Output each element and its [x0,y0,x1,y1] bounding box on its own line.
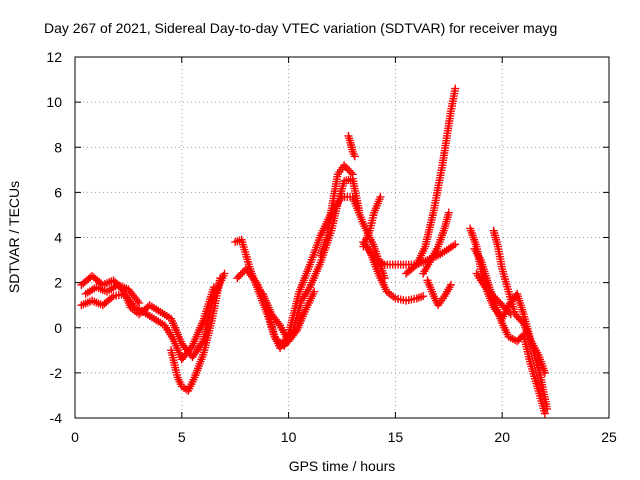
data-points [77,84,552,418]
x-tick-labels: 0 5 10 15 20 25 [71,429,617,445]
data-point [512,312,521,321]
y-tick-label: 0 [54,320,62,336]
data-point [489,292,498,301]
y-tick-label: 12 [46,49,62,65]
y-tick-label: 2 [54,275,62,291]
series-t9 [344,131,359,161]
data-point [516,315,525,324]
data-point [107,293,116,302]
data-point [109,276,118,285]
x-tick-label: 5 [178,429,186,445]
data-point [487,290,496,299]
y-tick-label: -4 [50,410,63,426]
data-point [291,327,300,336]
data-point [343,164,352,173]
data-point [481,283,490,292]
series-t18 [489,226,549,377]
data-point [251,276,260,285]
data-point [446,280,455,289]
axis-ticks [74,56,610,419]
series-t8 [316,161,357,260]
series-t4 [167,274,225,395]
series-t14 [419,208,453,278]
data-point [501,304,510,313]
y-axis-label: SDTVAR / TECUs [6,181,22,293]
series-t13 [402,84,460,278]
data-point [503,306,512,315]
data-point [350,152,359,161]
series-t7 [258,287,319,346]
data-point [498,301,507,310]
data-point [346,168,355,177]
data-point [186,343,195,352]
data-point [345,166,354,175]
chart-title: Day 267 of 2021, Sidereal Day-to-day VTE… [44,20,557,36]
data-point [494,297,503,306]
data-point [310,287,319,296]
data-point [514,313,523,322]
y-tick-label: 10 [46,94,62,110]
y-tick-label: -2 [50,365,63,381]
data-point [444,208,453,217]
y-tick-label: 6 [54,184,62,200]
data-point [340,161,349,170]
y-tick-label: 8 [54,139,62,155]
data-point [484,286,493,295]
data-point [419,292,428,301]
grid-lines [75,57,609,418]
data-point [493,295,502,304]
data-point [451,240,460,249]
series-t19 [472,269,515,319]
data-point [517,317,526,326]
x-tick-label: 25 [601,429,617,445]
data-point [540,409,549,418]
data-point [233,274,242,283]
x-tick-label: 15 [388,429,404,445]
data-point [376,192,385,201]
data-point [133,296,142,305]
data-point [496,299,505,308]
data-point [499,302,508,311]
data-point [220,269,229,278]
series-t17 [470,244,549,418]
data-point [216,274,225,283]
data-point [135,298,144,307]
x-tick-label: 10 [281,429,297,445]
data-point [451,84,460,93]
x-axis-label: GPS time / hours [289,458,396,474]
x-tick-label: 0 [71,429,79,445]
data-point [274,319,283,328]
data-point [540,368,549,377]
data-point [348,170,357,179]
data-point [506,310,515,319]
data-point [236,270,245,279]
data-point [341,163,350,172]
data-point [482,284,491,293]
y-tick-label: 4 [54,230,62,246]
series-t2 [77,283,218,364]
x-tick-label: 20 [494,429,510,445]
series-t3 [81,280,144,307]
series-t12 [365,247,428,305]
data-point [209,283,218,292]
y-tick-labels: -4 -2 0 2 4 6 8 10 12 [46,49,62,426]
data-point [491,293,500,302]
data-point [505,308,514,317]
data-point [486,288,495,297]
data-point [235,272,244,281]
series-t15 [423,276,455,310]
